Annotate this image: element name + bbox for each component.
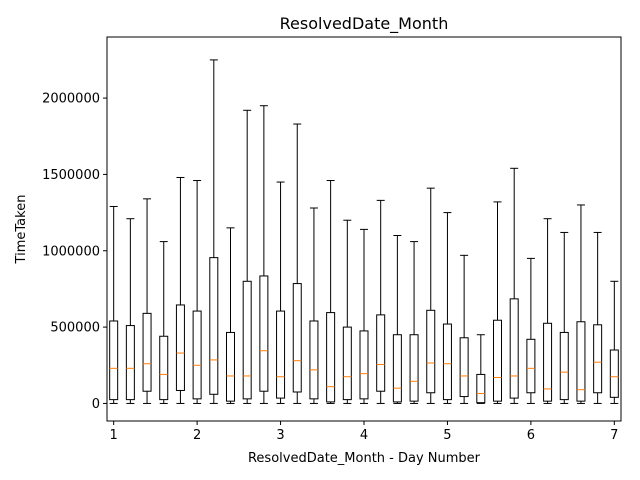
box-5 — [175, 176, 185, 404]
box-9 — [242, 109, 252, 404]
x-tick-label: 1 — [110, 428, 118, 443]
box-15 — [342, 219, 352, 404]
box-iqr — [159, 335, 169, 401]
box-iqr — [559, 331, 569, 401]
x-tick-label: 7 — [610, 428, 618, 443]
box-24 — [493, 201, 503, 404]
box-iqr — [326, 312, 336, 403]
y-tick-label: 0 — [92, 397, 100, 412]
box-iqr — [309, 320, 319, 400]
box-iqr — [175, 304, 185, 391]
box-19 — [409, 241, 419, 404]
box-22 — [459, 254, 469, 404]
box-iqr — [509, 298, 519, 399]
box-31 — [609, 280, 619, 404]
box-26 — [526, 257, 536, 404]
box-iqr — [376, 314, 386, 392]
box-16 — [359, 228, 369, 404]
box-iqr — [142, 312, 152, 392]
box-iqr — [359, 330, 369, 400]
box-4 — [159, 241, 169, 404]
box-iqr — [192, 310, 202, 400]
box-iqr — [576, 321, 586, 402]
box-iqr — [409, 334, 419, 402]
box-1 — [109, 205, 119, 404]
x-tick-label: 3 — [276, 428, 284, 443]
box-iqr — [493, 319, 503, 402]
box-iqr — [276, 310, 286, 399]
box-iqr — [125, 325, 135, 401]
x-axis: 1 2 3 4 5 6 7 — [110, 421, 618, 443]
box-iqr — [476, 373, 486, 404]
box-3 — [142, 198, 152, 404]
x-axis-label: ResolvedDate_Month - Day Number — [248, 451, 481, 466]
box-iqr — [459, 337, 469, 398]
box-17 — [376, 199, 386, 404]
box-28 — [559, 231, 569, 404]
box-iqr — [543, 322, 553, 402]
box-13 — [309, 207, 319, 404]
box-10 — [259, 105, 269, 404]
box-30 — [593, 231, 603, 404]
box-11 — [276, 181, 286, 404]
x-tick-label: 4 — [360, 428, 368, 443]
box-iqr — [109, 320, 119, 401]
box-7 — [209, 59, 219, 404]
x-tick-label: 2 — [193, 428, 201, 443]
y-tick-label: 1000000 — [42, 244, 100, 259]
box-23 — [476, 334, 486, 404]
box-12 — [292, 123, 302, 404]
box-25 — [509, 167, 519, 404]
box-iqr — [426, 309, 436, 394]
box-iqr — [609, 349, 619, 398]
box-iqr — [526, 338, 536, 394]
box-20 — [426, 187, 436, 404]
box-18 — [392, 234, 402, 404]
box-iqr — [259, 275, 269, 392]
y-axis-label: TimeTaken — [14, 195, 29, 265]
box-iqr — [392, 334, 402, 403]
box-27 — [543, 218, 553, 404]
box-2 — [125, 218, 135, 404]
box-iqr — [593, 324, 603, 394]
box-6 — [192, 180, 202, 404]
y-tick-label: 2000000 — [42, 92, 100, 107]
y-axis: 0 500000 1000000 1500000 2000000 — [42, 92, 107, 412]
box-29 — [576, 204, 586, 404]
y-tick-label: 500000 — [50, 321, 100, 336]
box-iqr — [209, 257, 219, 395]
box-iqr — [225, 331, 235, 402]
chart-title: ResolvedDate_Month — [280, 14, 449, 34]
box-iqr — [292, 283, 302, 393]
box-iqr — [442, 323, 452, 401]
x-tick-label: 5 — [443, 428, 451, 443]
box-14 — [326, 180, 336, 404]
box-iqr — [242, 280, 252, 400]
plot-area — [109, 59, 619, 404]
x-tick-label: 6 — [527, 428, 535, 443]
box-8 — [225, 227, 235, 404]
box-iqr — [342, 326, 352, 401]
y-tick-label: 1500000 — [42, 168, 100, 183]
box-21 — [442, 212, 452, 404]
